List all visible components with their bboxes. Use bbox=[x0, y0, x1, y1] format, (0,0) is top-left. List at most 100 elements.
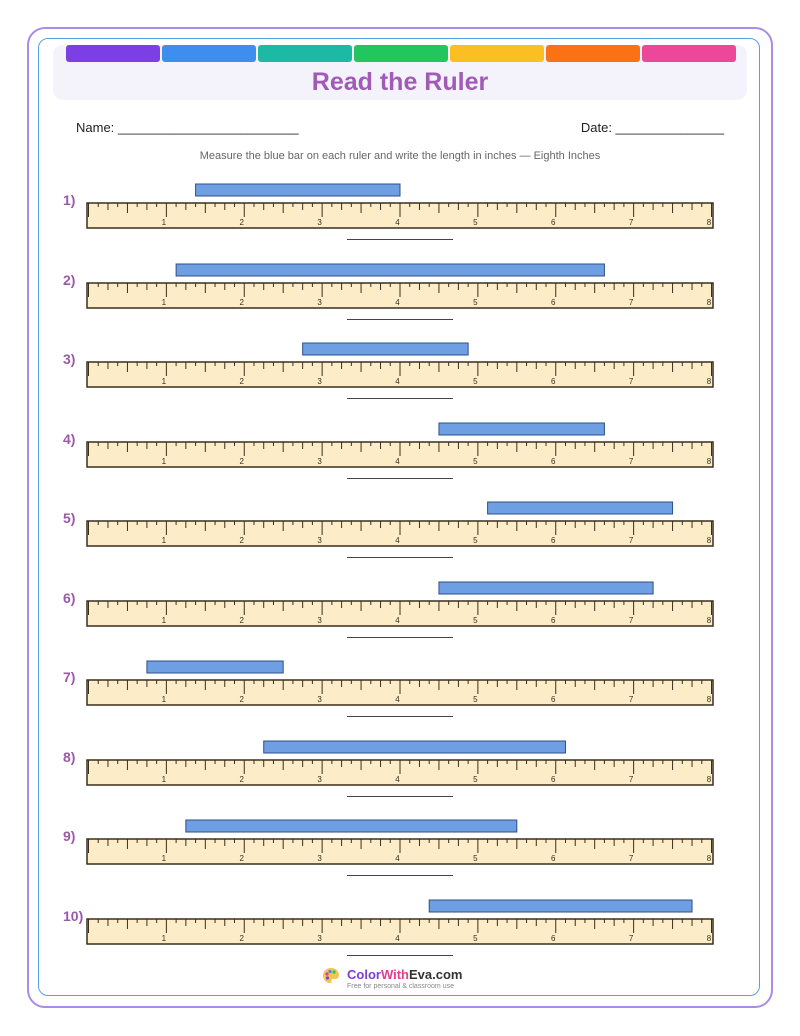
answer-line[interactable] bbox=[347, 477, 453, 479]
answer-line[interactable] bbox=[347, 557, 453, 558]
inch-label: 8 bbox=[707, 934, 712, 943]
rainbow-strip bbox=[66, 45, 736, 62]
inch-label: 8 bbox=[707, 218, 712, 227]
ruler: 1 2 3 4 5 6 7 8 bbox=[86, 581, 714, 627]
inch-label: 7 bbox=[629, 775, 634, 784]
inch-label: 4 bbox=[395, 298, 400, 307]
measure-bar bbox=[146, 660, 284, 674]
ruler: 1 2 3 4 5 6 7 8 bbox=[86, 342, 714, 388]
inch-label: 4 bbox=[395, 854, 400, 863]
problem-number: 3) bbox=[63, 351, 76, 367]
ruler: 1 2 3 4 5 6 7 8 bbox=[86, 263, 714, 309]
inch-label: 1 bbox=[162, 218, 167, 227]
ruler: 1 2 3 4 5 6 7 8 bbox=[86, 819, 714, 865]
answer-line[interactable] bbox=[347, 239, 453, 240]
rainbow-segment bbox=[354, 45, 448, 62]
problem-number: 1) bbox=[63, 192, 76, 208]
answer-line[interactable] bbox=[347, 636, 453, 638]
measure-bar bbox=[428, 899, 693, 912]
inch-label: 5 bbox=[473, 298, 478, 307]
inch-label: 8 bbox=[707, 775, 712, 784]
measure-bar bbox=[195, 183, 401, 197]
problem-number: 2) bbox=[63, 271, 76, 288]
inch-label: 3 bbox=[317, 695, 322, 704]
inch-label: 2 bbox=[240, 377, 245, 386]
inch-label: 4 bbox=[395, 377, 400, 386]
answer-line[interactable] bbox=[347, 318, 453, 320]
measure-bar bbox=[487, 501, 674, 515]
ruler: 1 2 3 4 5 6 7 8 bbox=[86, 660, 714, 706]
inch-label: 5 bbox=[473, 377, 478, 386]
inch-label: 6 bbox=[551, 854, 556, 863]
inch-label: 8 bbox=[707, 377, 712, 386]
ruler-problem: 3) 1 2 3 4 5 6 7 8 bbox=[0, 342, 800, 422]
ruler-problem: 8) 1 2 3 4 5 6 7 8 bbox=[0, 740, 800, 820]
problem-number: 5) bbox=[63, 510, 76, 526]
inch-label: 7 bbox=[629, 536, 634, 545]
inch-label: 3 bbox=[317, 934, 322, 943]
inch-label: 7 bbox=[629, 695, 634, 704]
measure-bar bbox=[185, 819, 518, 833]
inch-label: 4 bbox=[395, 616, 400, 625]
measure-bar bbox=[302, 342, 469, 356]
inch-label: 2 bbox=[240, 934, 245, 943]
inch-label: 7 bbox=[629, 218, 634, 227]
ruler-problem: 5) 1 2 3 4 5 6 7 8 bbox=[0, 501, 800, 581]
inch-label: 1 bbox=[162, 377, 167, 386]
inch-label: 3 bbox=[317, 218, 322, 227]
problem-number: 4) bbox=[63, 430, 76, 447]
date-field[interactable]: Date: _______________ bbox=[580, 120, 724, 135]
inch-label: 8 bbox=[707, 457, 712, 466]
footer-tagline: Free for personal & classroom use bbox=[347, 983, 454, 990]
answer-line[interactable] bbox=[347, 954, 453, 956]
answer-line[interactable] bbox=[347, 875, 453, 876]
inch-label: 1 bbox=[162, 298, 167, 307]
inch-label: 3 bbox=[317, 616, 322, 625]
inch-label: 8 bbox=[707, 298, 712, 307]
rainbow-segment bbox=[258, 45, 352, 62]
inch-label: 5 bbox=[473, 536, 478, 545]
answer-line[interactable] bbox=[347, 398, 453, 399]
ruler: 1 2 3 4 5 6 7 8 bbox=[86, 501, 714, 547]
inch-label: 3 bbox=[317, 536, 322, 545]
inch-label: 4 bbox=[395, 934, 400, 943]
inch-label: 7 bbox=[629, 854, 634, 863]
problem-number: 9) bbox=[63, 828, 76, 844]
inch-label: 3 bbox=[317, 775, 322, 784]
inch-label: 2 bbox=[240, 457, 245, 466]
inch-label: 3 bbox=[317, 298, 322, 307]
inch-label: 1 bbox=[162, 775, 167, 784]
rainbow-segment bbox=[642, 45, 736, 62]
inch-label: 8 bbox=[707, 536, 712, 545]
measure-bar bbox=[175, 263, 605, 276]
inch-label: 6 bbox=[551, 934, 556, 943]
rainbow-segment bbox=[450, 45, 544, 62]
inch-label: 6 bbox=[551, 775, 556, 784]
inch-label: 7 bbox=[629, 616, 634, 625]
inch-label: 8 bbox=[707, 854, 712, 863]
inch-label: 4 bbox=[395, 775, 400, 784]
inch-label: 6 bbox=[551, 218, 556, 227]
inch-label: 1 bbox=[162, 457, 167, 466]
inch-label: 6 bbox=[551, 695, 556, 704]
answer-line[interactable] bbox=[347, 795, 453, 797]
ruler-problem: 9) 1 2 3 4 5 6 7 8 bbox=[0, 819, 800, 899]
brand-name[interactable]: ColorWithEva.com bbox=[347, 967, 463, 982]
ruler: 1 2 3 4 5 6 7 8 bbox=[86, 740, 714, 786]
inch-label: 7 bbox=[629, 377, 634, 386]
inch-label: 5 bbox=[473, 775, 478, 784]
inch-label: 5 bbox=[473, 218, 478, 227]
ruler: 1 2 3 4 5 6 7 8 bbox=[86, 183, 714, 229]
name-field[interactable]: Name: _________________________ bbox=[76, 120, 299, 135]
inch-label: 6 bbox=[551, 536, 556, 545]
inch-label: 3 bbox=[317, 377, 322, 386]
instructions: Measure the blue bar on each ruler and w… bbox=[199, 150, 601, 162]
answer-line[interactable] bbox=[347, 716, 453, 717]
rainbow-segment bbox=[66, 45, 160, 62]
inch-label: 2 bbox=[240, 218, 245, 227]
inch-label: 1 bbox=[162, 934, 167, 943]
ruler-problem: 10) 1 2 3 4 5 6 7 8 bbox=[0, 899, 800, 979]
inch-label: 2 bbox=[240, 536, 245, 545]
inch-label: 1 bbox=[162, 536, 167, 545]
inch-label: 5 bbox=[473, 934, 478, 943]
